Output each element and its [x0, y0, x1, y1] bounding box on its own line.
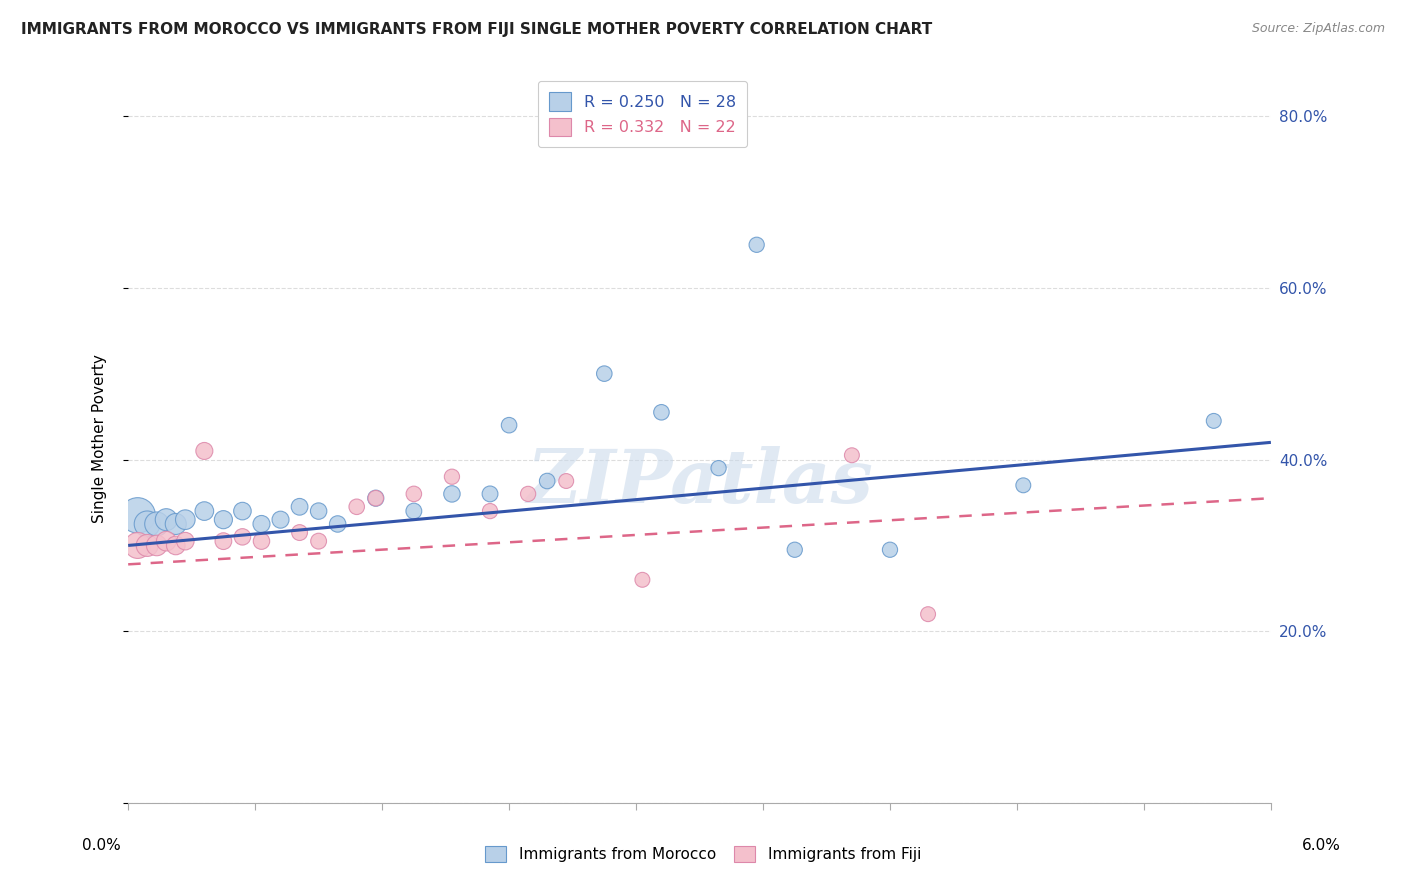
Point: [308, 504, 330, 518]
Point: [440, 469, 463, 483]
Point: [1012, 478, 1035, 492]
Point: [745, 237, 768, 252]
Text: ZIPatlas: ZIPatlas: [526, 446, 873, 518]
Point: [555, 474, 578, 488]
Point: [879, 542, 901, 557]
Point: [707, 461, 730, 475]
Point: [193, 444, 215, 458]
Point: [231, 504, 253, 518]
Point: [155, 513, 177, 527]
Point: [498, 418, 520, 433]
Point: [364, 491, 387, 506]
Point: [402, 487, 425, 501]
Point: [193, 504, 215, 518]
Point: [650, 405, 672, 419]
Point: [270, 513, 292, 527]
Text: IMMIGRANTS FROM MOROCCO VS IMMIGRANTS FROM FIJI SINGLE MOTHER POVERTY CORRELATIO: IMMIGRANTS FROM MOROCCO VS IMMIGRANTS FR…: [21, 22, 932, 37]
Point: [1202, 414, 1225, 428]
Text: Source: ZipAtlas.com: Source: ZipAtlas.com: [1251, 22, 1385, 36]
Point: [165, 516, 187, 531]
Point: [174, 534, 197, 549]
Point: [145, 538, 167, 552]
Point: [127, 538, 149, 552]
Point: [155, 534, 177, 549]
Point: [917, 607, 939, 622]
Point: [212, 534, 235, 549]
Legend: R = 0.250   N = 28, R = 0.332   N = 22: R = 0.250 N = 28, R = 0.332 N = 22: [537, 81, 747, 147]
Text: 0.0%: 0.0%: [82, 838, 121, 853]
Point: [231, 530, 253, 544]
Y-axis label: Single Mother Poverty: Single Mother Poverty: [93, 353, 107, 523]
Point: [326, 516, 349, 531]
Point: [402, 504, 425, 518]
Point: [127, 508, 149, 523]
Point: [288, 525, 311, 540]
Point: [783, 542, 806, 557]
Point: [479, 487, 502, 501]
Point: [308, 534, 330, 549]
Point: [288, 500, 311, 514]
Point: [440, 487, 463, 501]
Point: [841, 448, 863, 462]
Point: [250, 534, 273, 549]
Point: [136, 538, 159, 552]
Legend: Immigrants from Morocco, Immigrants from Fiji: Immigrants from Morocco, Immigrants from…: [479, 840, 927, 868]
Point: [136, 516, 159, 531]
Point: [250, 516, 273, 531]
Point: [593, 367, 616, 381]
Point: [174, 513, 197, 527]
Point: [536, 474, 558, 488]
Point: [479, 504, 502, 518]
Point: [212, 513, 235, 527]
Point: [517, 487, 540, 501]
Text: 6.0%: 6.0%: [1302, 838, 1341, 853]
Point: [631, 573, 654, 587]
Point: [346, 500, 368, 514]
Point: [165, 538, 187, 552]
Point: [364, 491, 387, 506]
Point: [145, 516, 167, 531]
